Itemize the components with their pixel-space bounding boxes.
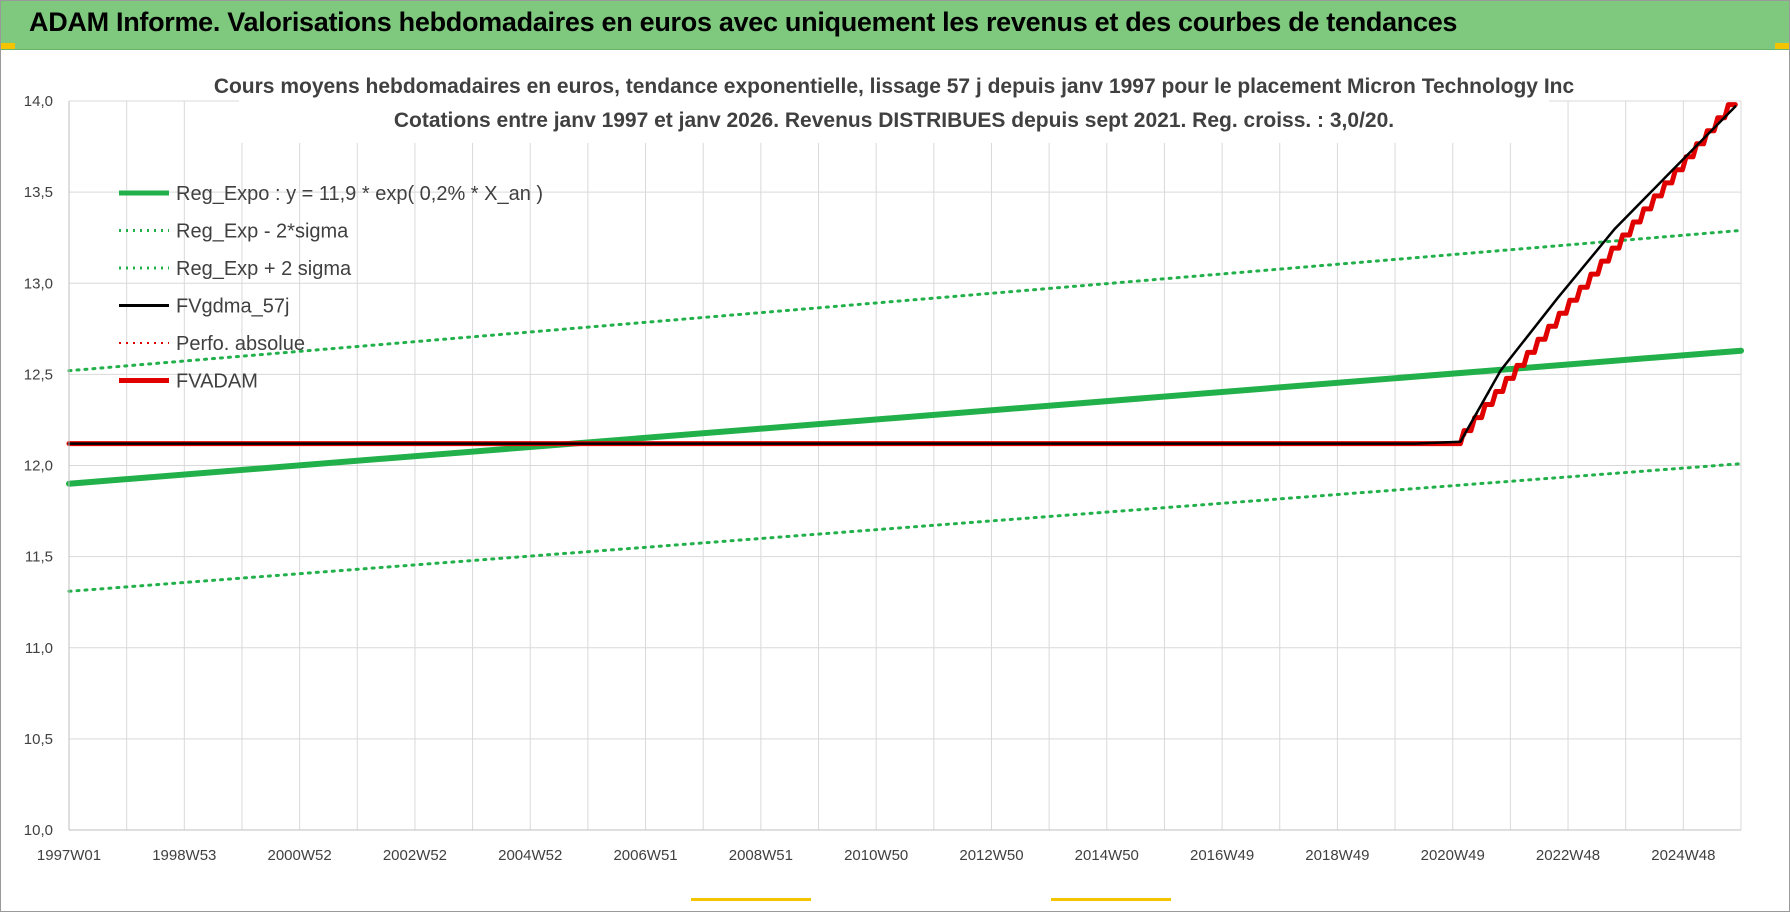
y-tick-label: 13,5 [24, 184, 53, 201]
corner-marker-top-left [1, 43, 15, 49]
series-layer [66, 102, 1744, 593]
y-tick-label: 11,5 [25, 549, 53, 566]
y-tick-label: 14,0 [24, 93, 53, 110]
x-tick-label: 1998W53 [152, 847, 216, 864]
x-tick-label: 2010W50 [844, 847, 908, 864]
x-tick-label: 2014W50 [1075, 847, 1139, 864]
legend-label: Reg_Exp - 2*sigma [176, 221, 349, 243]
x-tick-label: 2008W51 [729, 847, 793, 864]
series-line [67, 105, 1737, 445]
chart-title-backdrop [239, 61, 1549, 143]
chart-title: Cours moyens hebdomadaires en euros, ten… [214, 75, 1575, 98]
y-tick-label: 11,0 [25, 640, 53, 657]
x-tick-label: 2016W49 [1190, 847, 1254, 864]
y-tick-label: 10,5 [24, 731, 53, 748]
series-line [67, 228, 1743, 373]
bottom-marker-left [691, 898, 811, 901]
x-tick-label: 2024W48 [1651, 847, 1715, 864]
x-tick-label: 1997W01 [37, 847, 101, 864]
title-layer: Cours moyens hebdomadaires en euros, ten… [214, 61, 1575, 143]
axis-layer: 10,0 10,5 11,0 11,5 12,0 12,5 13,0 13,5 14,0 1997… [24, 93, 1741, 864]
series-line [67, 462, 1743, 593]
y-tick-label: 10,0 [24, 822, 53, 839]
x-tick-label: 2012W50 [959, 847, 1023, 864]
legend-label: Reg_Exp + 2 sigma [176, 258, 352, 280]
y-tick-label: 13,0 [24, 275, 53, 292]
series-line [66, 347, 1744, 487]
y-tick-label: 12,0 [24, 458, 53, 475]
price-chart: Cours moyens hebdomadaires en euros, ten… [24, 61, 1744, 864]
report-banner: ADAM Informe. Valorisations hebdomadaire… [1, 1, 1789, 50]
bottom-marker-right [1051, 898, 1171, 901]
legend-label: FVADAM [176, 371, 258, 393]
legend-label: Perfo. absolue [176, 333, 305, 355]
legend: Reg_Expo : y = 11,9 * exp( 0,2% * X_an )… [119, 183, 543, 393]
x-tick-label: 2000W52 [268, 847, 332, 864]
x-tick-label: 2002W52 [383, 847, 447, 864]
y-tick-label: 12,5 [24, 366, 53, 383]
legend-label: Reg_Expo : y = 11,9 * exp( 0,2% * X_an ) [176, 183, 543, 205]
chart-subtitle: Cotations entre janv 1997 et janv 2026. … [394, 109, 1394, 132]
report-title: ADAM Informe. Valorisations hebdomadaire… [29, 7, 1458, 37]
x-tick-label: 2018W49 [1305, 847, 1369, 864]
x-tick-label: 2004W52 [498, 847, 562, 864]
legend-label: FVgdma_57j [176, 296, 289, 318]
corner-marker-top-right [1775, 43, 1789, 49]
x-tick-label: 2020W49 [1421, 847, 1485, 864]
chart-area: Cours moyens hebdomadaires en euros, ten… [1, 51, 1789, 911]
x-tick-label: 2022W48 [1536, 847, 1600, 864]
x-tick-label: 2006W51 [613, 847, 677, 864]
